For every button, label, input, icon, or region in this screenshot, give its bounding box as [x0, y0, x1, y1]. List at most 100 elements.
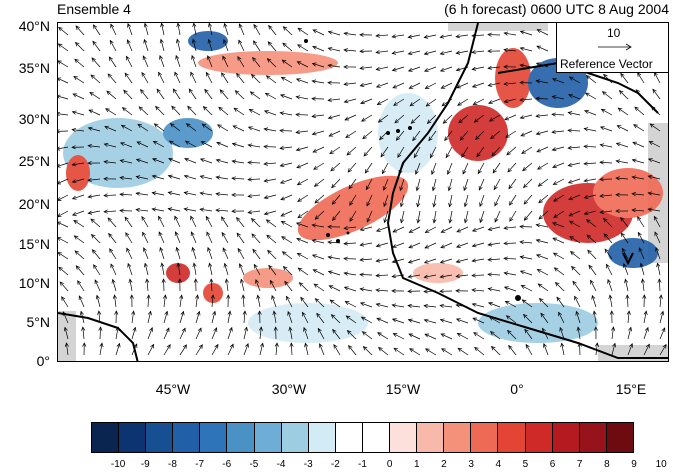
wind-vector: [509, 179, 516, 189]
wind-vector: [587, 76, 596, 83]
wind-vector: [159, 72, 164, 83]
colorbar-cell: [336, 423, 363, 452]
land-mask-north: [448, 23, 548, 31]
wind-vector: [126, 56, 132, 67]
wind-vector: [364, 147, 372, 156]
colorbar-cell: [553, 423, 580, 452]
panel-title: Ensemble 4: [57, 1, 131, 17]
colorbar-tick-label: 0: [378, 459, 402, 470]
wind-vector: [75, 251, 84, 259]
wind-vector: [573, 281, 580, 291]
colorbar-tick-label: -7: [188, 459, 212, 470]
wind-vector: [478, 163, 484, 174]
lat-label-30n: 30°N: [0, 111, 50, 127]
colorbar-tick-label: 3: [459, 459, 483, 470]
wind-vector: [164, 345, 170, 355]
lat-label-25n: 25°N: [0, 153, 50, 169]
wind-vector: [282, 252, 292, 259]
wind-vector: [472, 275, 484, 276]
wind-vector: [638, 73, 644, 83]
wind-vector: [617, 126, 628, 131]
wind-vector-head: [222, 217, 225, 221]
colorbar-cell: [309, 423, 336, 452]
reference-arrow-icon: [597, 42, 633, 52]
wind-vector: [268, 42, 276, 51]
wind-vector: [298, 195, 308, 201]
wind-vector: [379, 348, 388, 355]
wind-vector: [297, 179, 308, 185]
wind-vector: [409, 83, 420, 88]
wind-vector: [196, 345, 202, 355]
wind-vector: [110, 40, 116, 51]
wind-vector: [58, 252, 68, 259]
colorbar-tick-label: 4: [486, 459, 510, 470]
wind-vector: [441, 83, 452, 88]
wind-vector: [139, 107, 148, 115]
wind-vector: [619, 91, 628, 99]
wind-vector: [510, 211, 516, 221]
wind-vector-head: [183, 345, 186, 349]
wind-vector: [526, 345, 532, 355]
wind-vector: [248, 162, 260, 163]
wind-vector: [475, 347, 484, 355]
wind-vector: [446, 147, 452, 158]
colorbar-tick-label: -2: [323, 459, 347, 470]
wind-vector: [76, 266, 84, 275]
wind-vector: [108, 218, 116, 227]
wind-vector: [524, 211, 532, 220]
wind-vector: [601, 109, 612, 115]
wind-vector: [59, 267, 68, 275]
wind-vector: [206, 216, 212, 227]
wind-vector: [175, 216, 180, 227]
wind-vector: [172, 106, 180, 115]
wind-vector-head: [346, 134, 350, 137]
wind-vector: [159, 216, 164, 227]
colorbar-tick-label: 1: [405, 459, 429, 470]
wind-vector: [377, 99, 388, 105]
lat-label-0: 0°: [0, 353, 50, 369]
colorbar-tick-label: -8: [160, 459, 184, 470]
wind-vector: [106, 109, 116, 115]
wind-vector: [252, 75, 260, 83]
wind-vector: [92, 58, 100, 67]
wind-vector: [254, 25, 260, 35]
colorbar-cell: [390, 423, 417, 452]
wind-vector: [74, 220, 84, 227]
wind-vector-head: [510, 201, 513, 205]
wind-vector: [283, 27, 292, 35]
wind-vector: [588, 250, 596, 259]
wind-vector: [556, 282, 564, 291]
wind-vector: [237, 233, 244, 243]
wind-vector: [249, 109, 260, 115]
wind-vector: [110, 249, 116, 259]
colorbar-tick-label: 9: [622, 459, 646, 470]
wind-vector: [314, 284, 324, 291]
wind-vector: [621, 73, 628, 83]
wind-vector: [175, 72, 180, 83]
lon-label-30w: 30°W: [259, 381, 319, 397]
wind-vector: [315, 179, 324, 186]
wind-vector: [458, 348, 468, 355]
colorbar-cell: [526, 423, 553, 452]
wind-vector: [363, 131, 372, 139]
wind-vector: [523, 163, 532, 171]
wind-vector: [92, 250, 100, 259]
wind-vector: [586, 93, 596, 99]
wind-vector: [584, 146, 596, 147]
wind-vector: [75, 59, 84, 67]
wind-vector: [393, 334, 404, 339]
map-panel: 10 Reference Vector: [57, 22, 669, 362]
reference-vector-value: 10: [607, 26, 620, 40]
wind-vector: [363, 347, 372, 355]
wind-vector: [314, 163, 324, 169]
wind-vector: [636, 90, 644, 99]
wind-vector: [126, 233, 132, 243]
wind-vector-head: [199, 345, 202, 349]
wind-vector: [329, 286, 340, 291]
wind-vector: [298, 45, 308, 51]
wind-vector-head: [442, 349, 446, 352]
lat-label-40n: 40°N: [0, 18, 50, 34]
wind-vector-head: [638, 217, 641, 221]
wind-vector: [125, 73, 132, 83]
wind-vector: [93, 25, 100, 35]
